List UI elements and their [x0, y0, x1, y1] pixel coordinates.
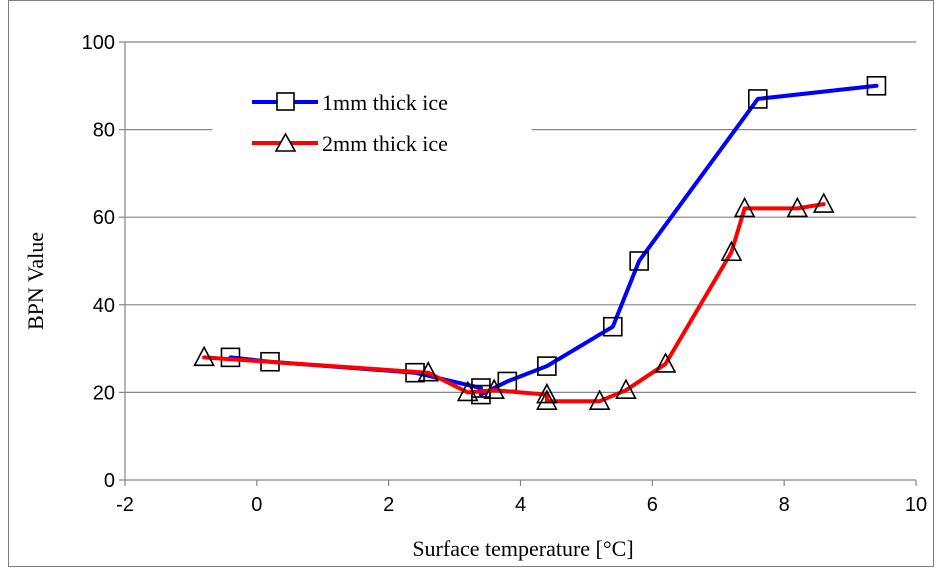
- data-point: [193, 345, 215, 367]
- data-point: [483, 378, 505, 400]
- y-tick-labels: 0 20 40 60 80 100: [82, 32, 115, 492]
- y-tick-label: 100: [82, 32, 115, 54]
- legend-background: [212, 80, 532, 180]
- data-point: [866, 76, 887, 96]
- legend-label-1mm: 1mm thick ice: [322, 90, 448, 115]
- data-point: [812, 192, 835, 213]
- data-point: [654, 352, 677, 373]
- legend-square-marker: [276, 92, 295, 111]
- series-2: [193, 192, 835, 410]
- plot-series: [193, 76, 887, 410]
- data-point: [602, 316, 623, 337]
- data-point: [588, 389, 611, 410]
- y-tick-label: 0: [104, 470, 115, 492]
- data-point: [747, 89, 768, 109]
- x-tick-label: -2: [116, 494, 134, 516]
- series-line: [202, 202, 826, 404]
- data-point: [720, 240, 743, 262]
- data-point: [536, 382, 558, 404]
- gridlines: [125, 41, 916, 393]
- x-tick-label: 8: [779, 494, 790, 516]
- data-point: [537, 356, 557, 376]
- legend-label-2mm: 2mm thick ice: [322, 131, 448, 156]
- x-tick-labels: -2 0 2 4 6 8 10: [116, 494, 927, 516]
- x-tick-label: 2: [383, 494, 394, 516]
- y-tick-label: 80: [93, 120, 115, 142]
- data-point: [733, 196, 756, 218]
- legend-item-2mm: 2mm thick ice: [252, 131, 448, 156]
- axes: [119, 41, 917, 486]
- data-point: [471, 384, 491, 405]
- data-point: [417, 360, 440, 382]
- data-point: [456, 380, 479, 402]
- y-tick-label: 40: [93, 295, 115, 317]
- x-tick-label: 4: [515, 494, 526, 516]
- data-point: [536, 389, 558, 410]
- legend: 1mm thick ice 2mm thick ice: [212, 80, 532, 180]
- y-tick-label: 20: [93, 382, 115, 404]
- legend-item-1mm: 1mm thick ice: [252, 90, 448, 115]
- data-point: [615, 378, 637, 400]
- x-tick-label: 0: [251, 494, 262, 516]
- data-point: [786, 196, 809, 218]
- x-tick-label: 10: [905, 494, 927, 516]
- x-axis-title: Surface temperature [°C]: [412, 536, 633, 561]
- x-tick-label: 6: [647, 494, 658, 516]
- y-tick-label: 60: [93, 207, 115, 229]
- data-point: [629, 251, 649, 271]
- y-axis-title: BPN Value: [23, 232, 48, 330]
- legend-triangle-marker: [274, 132, 297, 152]
